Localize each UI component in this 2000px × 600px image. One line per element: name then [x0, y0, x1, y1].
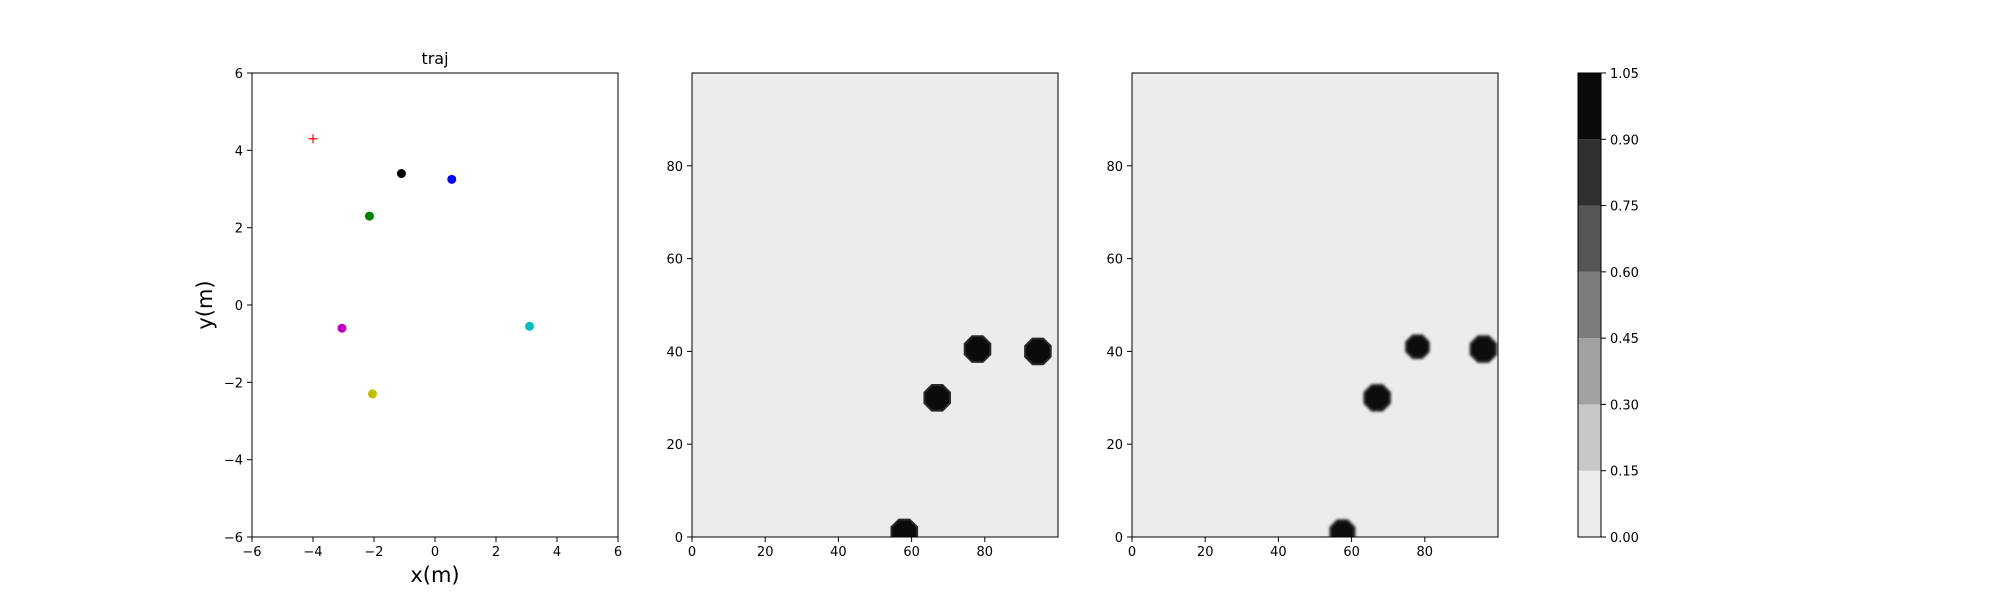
heatmap-2-y-ticks: 0 20 40 60 80: [1106, 160, 1132, 546]
heatmap-2-y-tick-label: 60: [1106, 253, 1123, 268]
colorbar: 0.00 0.15 0.30 0.45 0.60 0.75 0.90 1.05: [1577, 67, 1639, 546]
heatmap-1-y-tick-label: 0: [675, 531, 683, 546]
traj-y-tick-label: 6: [235, 67, 243, 82]
heatmap-blob: [923, 384, 951, 412]
traj-x-tick-label: 0: [431, 545, 439, 560]
traj-y-tick-label: 0: [235, 299, 243, 314]
colorbar-bands: [1578, 73, 1601, 537]
heatmap-2-x-tick-label: 40: [1270, 545, 1287, 560]
traj-x-ticks: −6 −4 −2 0 2 4 6: [242, 537, 622, 560]
traj-agent-point: [396, 169, 406, 179]
heatmap-1-x-ticks: 0 20 40 60 80: [688, 537, 993, 560]
heatmap-1-background: [692, 73, 1058, 537]
colorbar-ticks: 0.00 0.15 0.30 0.45 0.60 0.75 0.90 1.05: [1601, 67, 1639, 546]
heatmap-1-y-tick-label: 20: [666, 438, 683, 453]
heatmap-1-y-ticks: 0 20 40 60 80: [666, 160, 692, 546]
heatmap-1-x-tick-label: 80: [977, 545, 994, 560]
colorbar-band: [1578, 73, 1601, 140]
heatmap-2-y-tick-label: 0: [1115, 531, 1123, 546]
traj-x-tick-label: 4: [553, 545, 561, 560]
traj-y-tick-label: 4: [235, 144, 243, 159]
traj-x-tick-label: −2: [364, 545, 383, 560]
heatmap-1-x-tick-label: 60: [903, 545, 920, 560]
heatmap-1-y-tick-label: 40: [666, 345, 683, 360]
colorbar-tick-label: 0.75: [1610, 200, 1639, 215]
colorbar-tick-label: 0.90: [1610, 133, 1639, 148]
traj-y-tick-label: −4: [224, 454, 243, 469]
traj-points: [308, 134, 535, 399]
heatmap-1-y-tick-label: 80: [666, 160, 683, 175]
heatmap-2-x-ticks: 0 20 40 60 80: [1128, 537, 1433, 560]
heatmap-blob: [890, 518, 919, 537]
heatmap-panel-2: 0 20 40 60 80 0 20 40 60 80: [1106, 72, 1499, 560]
heatmap-2-axes-frame: [1131, 72, 1499, 538]
colorbar-tick-label: 0.60: [1610, 266, 1639, 281]
heatmap-2-x-tick-label: 60: [1343, 545, 1360, 560]
traj-x-tick-label: 2: [492, 545, 500, 560]
heatmap-2-x-tick-label: 80: [1417, 545, 1434, 560]
colorbar-band: [1578, 404, 1601, 471]
heatmap-2-y-tick-label: 40: [1106, 345, 1123, 360]
heatmap-panel-1: 0 20 40 60 80 0 20 40 60 80: [666, 72, 1059, 560]
traj-x-axis-label: x(m): [410, 563, 459, 587]
colorbar-tick-label: 0.30: [1610, 398, 1639, 413]
traj-agent-point: [367, 389, 377, 399]
colorbar-band: [1578, 338, 1601, 405]
traj-title: traj: [421, 49, 448, 68]
traj-y-tick-label: 2: [235, 222, 243, 237]
colorbar-tick-label: 0.15: [1610, 465, 1639, 480]
traj-agent-point: [525, 321, 535, 331]
traj-agent-point: [447, 174, 457, 184]
heatmap-blob: [963, 335, 992, 363]
colorbar-band: [1578, 271, 1601, 339]
heatmap-blob: [1329, 519, 1356, 537]
heatmap-1-blobs: [890, 335, 1052, 537]
traj-y-tick-label: −2: [224, 376, 243, 391]
heatmap-1-x-tick-label: 40: [830, 545, 847, 560]
heatmap-1-y-tick-label: 60: [666, 253, 683, 268]
colorbar-band: [1578, 205, 1601, 272]
heatmap-2-x-tick-label: 20: [1197, 545, 1214, 560]
traj-panel: −6 −4 −2 0 2 4 6 −6 −4 −2 0 2 4 6 traj x(m) y(m): [193, 49, 622, 587]
heatmap-2-y-tick-label: 80: [1106, 160, 1123, 175]
heatmap-2-x-tick-label: 0: [1128, 545, 1136, 560]
colorbar-band: [1578, 470, 1601, 537]
traj-x-tick-label: −4: [303, 545, 322, 560]
heatmap-2-blobs: [1329, 334, 1498, 537]
traj-y-tick-label: −6: [224, 531, 243, 546]
traj-y-ticks: −6 −4 −2 0 2 4 6: [224, 67, 252, 546]
traj-y-axis-label: y(m): [193, 280, 217, 329]
colorbar-tick-label: 0.00: [1610, 531, 1639, 546]
heatmap-2-y-tick-label: 20: [1106, 438, 1123, 453]
heatmap-1-x-tick-label: 0: [688, 545, 696, 560]
traj-x-tick-label: 6: [614, 545, 622, 560]
traj-goal-marker: [308, 134, 318, 144]
heatmap-1-x-tick-label: 20: [757, 545, 774, 560]
heatmap-blob: [1363, 384, 1391, 412]
colorbar-band: [1578, 139, 1601, 206]
colorbar-tick-label: 1.05: [1610, 67, 1639, 82]
heatmap-1-axes-frame: [691, 72, 1059, 538]
heatmap-blob: [1024, 337, 1052, 366]
colorbar-frame: [1577, 72, 1602, 538]
heatmap-blob: [1469, 335, 1498, 363]
heatmap-2-background: [1132, 73, 1498, 537]
traj-plot-area: [252, 73, 618, 537]
traj-agent-point: [337, 323, 347, 333]
traj-x-tick-label: −6: [242, 545, 261, 560]
traj-agent-point: [364, 211, 374, 221]
heatmap-blob: [1405, 334, 1430, 360]
colorbar-tick-label: 0.45: [1610, 332, 1639, 347]
